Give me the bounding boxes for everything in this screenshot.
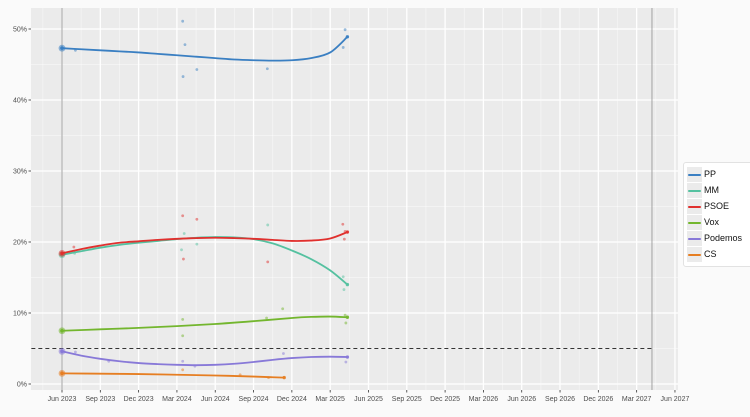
- chart-legend: PP MM PSOE Vox Podemos CS: [683, 162, 750, 267]
- legend-label: CS: [704, 249, 717, 259]
- poll-point-vox: [265, 316, 268, 320]
- x-tick-label: Jun 2027: [661, 396, 690, 403]
- poll-point-pp: [195, 68, 199, 71]
- poll-point-mm: [180, 248, 183, 252]
- poll-point-pp: [183, 43, 187, 47]
- poll-point-vox: [281, 307, 285, 311]
- legend-key-swatch-psoe: [687, 199, 702, 214]
- legend-key-swatch-vox: [687, 215, 702, 230]
- poll-point-vox: [181, 317, 185, 321]
- x-tick-label: Dec 2023: [124, 396, 154, 403]
- legend-key-swatch-cs: [687, 247, 702, 262]
- poll-point-pp: [181, 75, 185, 78]
- x-tick-label: Jun 2024: [201, 396, 230, 403]
- poll-point-psoe: [182, 257, 185, 261]
- x-tick-label: Sep 2026: [545, 396, 575, 403]
- legend-item-psoe: PSOE: [687, 199, 750, 214]
- poll-point-psoe: [341, 222, 345, 226]
- x-tick-label: Dec 2026: [583, 396, 613, 403]
- trend-end-point-psoe: [345, 230, 350, 234]
- legend-label: Vox: [704, 217, 720, 227]
- legend-label: MM: [704, 185, 719, 195]
- poll-point-psoe: [342, 237, 346, 241]
- x-tick-label: Dec 2024: [277, 396, 307, 403]
- poll-point-podemos: [282, 352, 285, 355]
- poll-point-podemos: [344, 360, 348, 364]
- poll-point-podemos: [181, 359, 185, 363]
- poll-point-psoe: [266, 260, 270, 264]
- plot-panel: [31, 8, 678, 390]
- legend-label: PP: [704, 169, 717, 179]
- x-tick-label: Mar 2024: [162, 396, 192, 403]
- y-tick-label: 50%: [13, 27, 27, 34]
- y-tick-label: 30%: [13, 169, 27, 176]
- poll-point-vox: [343, 313, 347, 317]
- legend-line-icon: [688, 189, 701, 192]
- poll-point-vox: [344, 321, 348, 325]
- election-result-point-psoe: [60, 251, 64, 256]
- election-result-point-pp: [60, 46, 64, 50]
- legend-key-swatch-mm: [687, 183, 702, 198]
- x-tick-label: Jun 2026: [507, 396, 536, 403]
- poll-point-pp: [265, 67, 269, 71]
- poll-point-mm: [266, 223, 270, 227]
- poll-point-vox: [181, 334, 185, 338]
- poll-point-psoe: [72, 245, 76, 249]
- y-tick-label: 20%: [13, 240, 27, 247]
- poll-point-psoe: [181, 214, 185, 218]
- poll-point-pp: [343, 28, 347, 32]
- trend-end-point-pp: [345, 35, 350, 39]
- x-tick-label: Dec 2025: [430, 396, 460, 403]
- x-tick-label: Sep 2025: [392, 396, 422, 403]
- legend-label: Podemos: [704, 233, 743, 243]
- trend-end-point-cs: [282, 375, 286, 380]
- legend-item-podemos: Podemos: [687, 231, 750, 246]
- x-tick-label: Sep 2024: [239, 396, 269, 403]
- legend-item-mm: MM: [687, 183, 750, 198]
- poll-point-psoe: [195, 217, 199, 221]
- trend-line-psoe: [61, 231, 349, 255]
- poll-point-cs: [181, 368, 185, 372]
- trend-end-point-vox: [345, 315, 350, 319]
- election-result-point-podemos: [60, 349, 64, 354]
- y-tick-label: 40%: [13, 98, 27, 105]
- y-tick-label: 0%: [17, 382, 27, 389]
- x-tick-label: Mar 2026: [469, 396, 499, 403]
- x-tick-label: Mar 2025: [315, 396, 345, 403]
- trend-line-cs: [61, 372, 286, 379]
- x-tick-label: Mar 2027: [622, 396, 652, 403]
- x-tick-label: Sep 2023: [85, 396, 115, 403]
- poll-point-mm: [195, 242, 199, 246]
- trend-end-point-podemos: [345, 355, 350, 359]
- poll-point-mm: [182, 232, 186, 235]
- legend-key-swatch-pp: [687, 167, 702, 182]
- trend-line-pp: [61, 35, 349, 62]
- legend-line-icon: [688, 173, 701, 176]
- poll-point-podemos: [74, 350, 77, 354]
- y-tick-label: 10%: [13, 311, 27, 318]
- trend-line-podemos: [61, 350, 349, 367]
- poll-point-mm: [341, 275, 345, 279]
- legend-line-icon: [688, 237, 701, 240]
- x-tick-label: Jun 2025: [354, 396, 383, 403]
- legend-key-swatch-podemos: [687, 231, 702, 246]
- legend-item-cs: CS: [687, 247, 750, 262]
- legend-line-icon: [688, 221, 701, 224]
- legend-line-icon: [688, 205, 701, 208]
- trend-end-point-mm: [345, 282, 350, 287]
- legend-item-vox: Vox: [687, 215, 750, 230]
- legend-label: PSOE: [704, 201, 730, 211]
- poll-point-pp: [341, 46, 345, 49]
- poll-point-pp: [181, 19, 185, 23]
- trend-line-vox: [61, 315, 349, 332]
- legend-line-icon: [688, 253, 701, 256]
- election-result-point-vox: [60, 328, 64, 333]
- legend-item-pp: PP: [687, 167, 750, 182]
- election-result-point-cs: [60, 371, 64, 376]
- poll-point-mm: [342, 288, 346, 291]
- x-tick-label: Jun 2023: [48, 396, 77, 403]
